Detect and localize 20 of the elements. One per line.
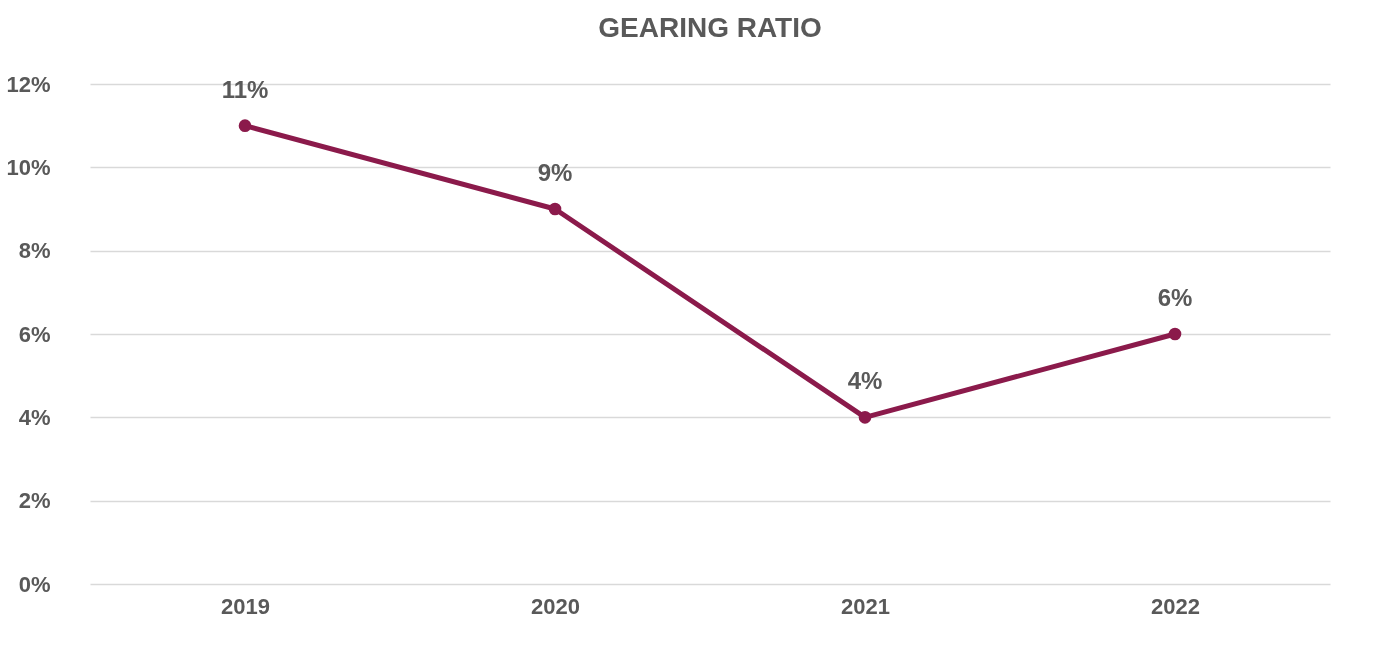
- point: [858, 411, 872, 424]
- x-tick-label: 2019: [221, 593, 270, 619]
- x-tick-label: 2022: [1151, 593, 1200, 619]
- y-tick-label: 0%: [18, 571, 51, 597]
- x-tick-label: 2020: [531, 593, 580, 619]
- point: [238, 119, 252, 132]
- y-tick-label: 6%: [18, 321, 51, 347]
- y-tick-label: 10%: [6, 154, 51, 180]
- chart-title: GEARING RATIO: [598, 12, 822, 43]
- x-tick-label: 2021: [841, 593, 890, 619]
- point: [548, 202, 562, 216]
- point: [1168, 327, 1182, 341]
- y-tick-label: 8%: [18, 238, 51, 264]
- y-tick-label: 4%: [18, 404, 51, 430]
- data-label: 9%: [537, 159, 573, 186]
- data-label: 11%: [221, 75, 269, 103]
- y-tick-label: 12%: [6, 71, 51, 97]
- y-tick-label: 2%: [18, 488, 51, 514]
- data-label: 6%: [1157, 284, 1193, 311]
- data-label: 4%: [847, 367, 883, 395]
